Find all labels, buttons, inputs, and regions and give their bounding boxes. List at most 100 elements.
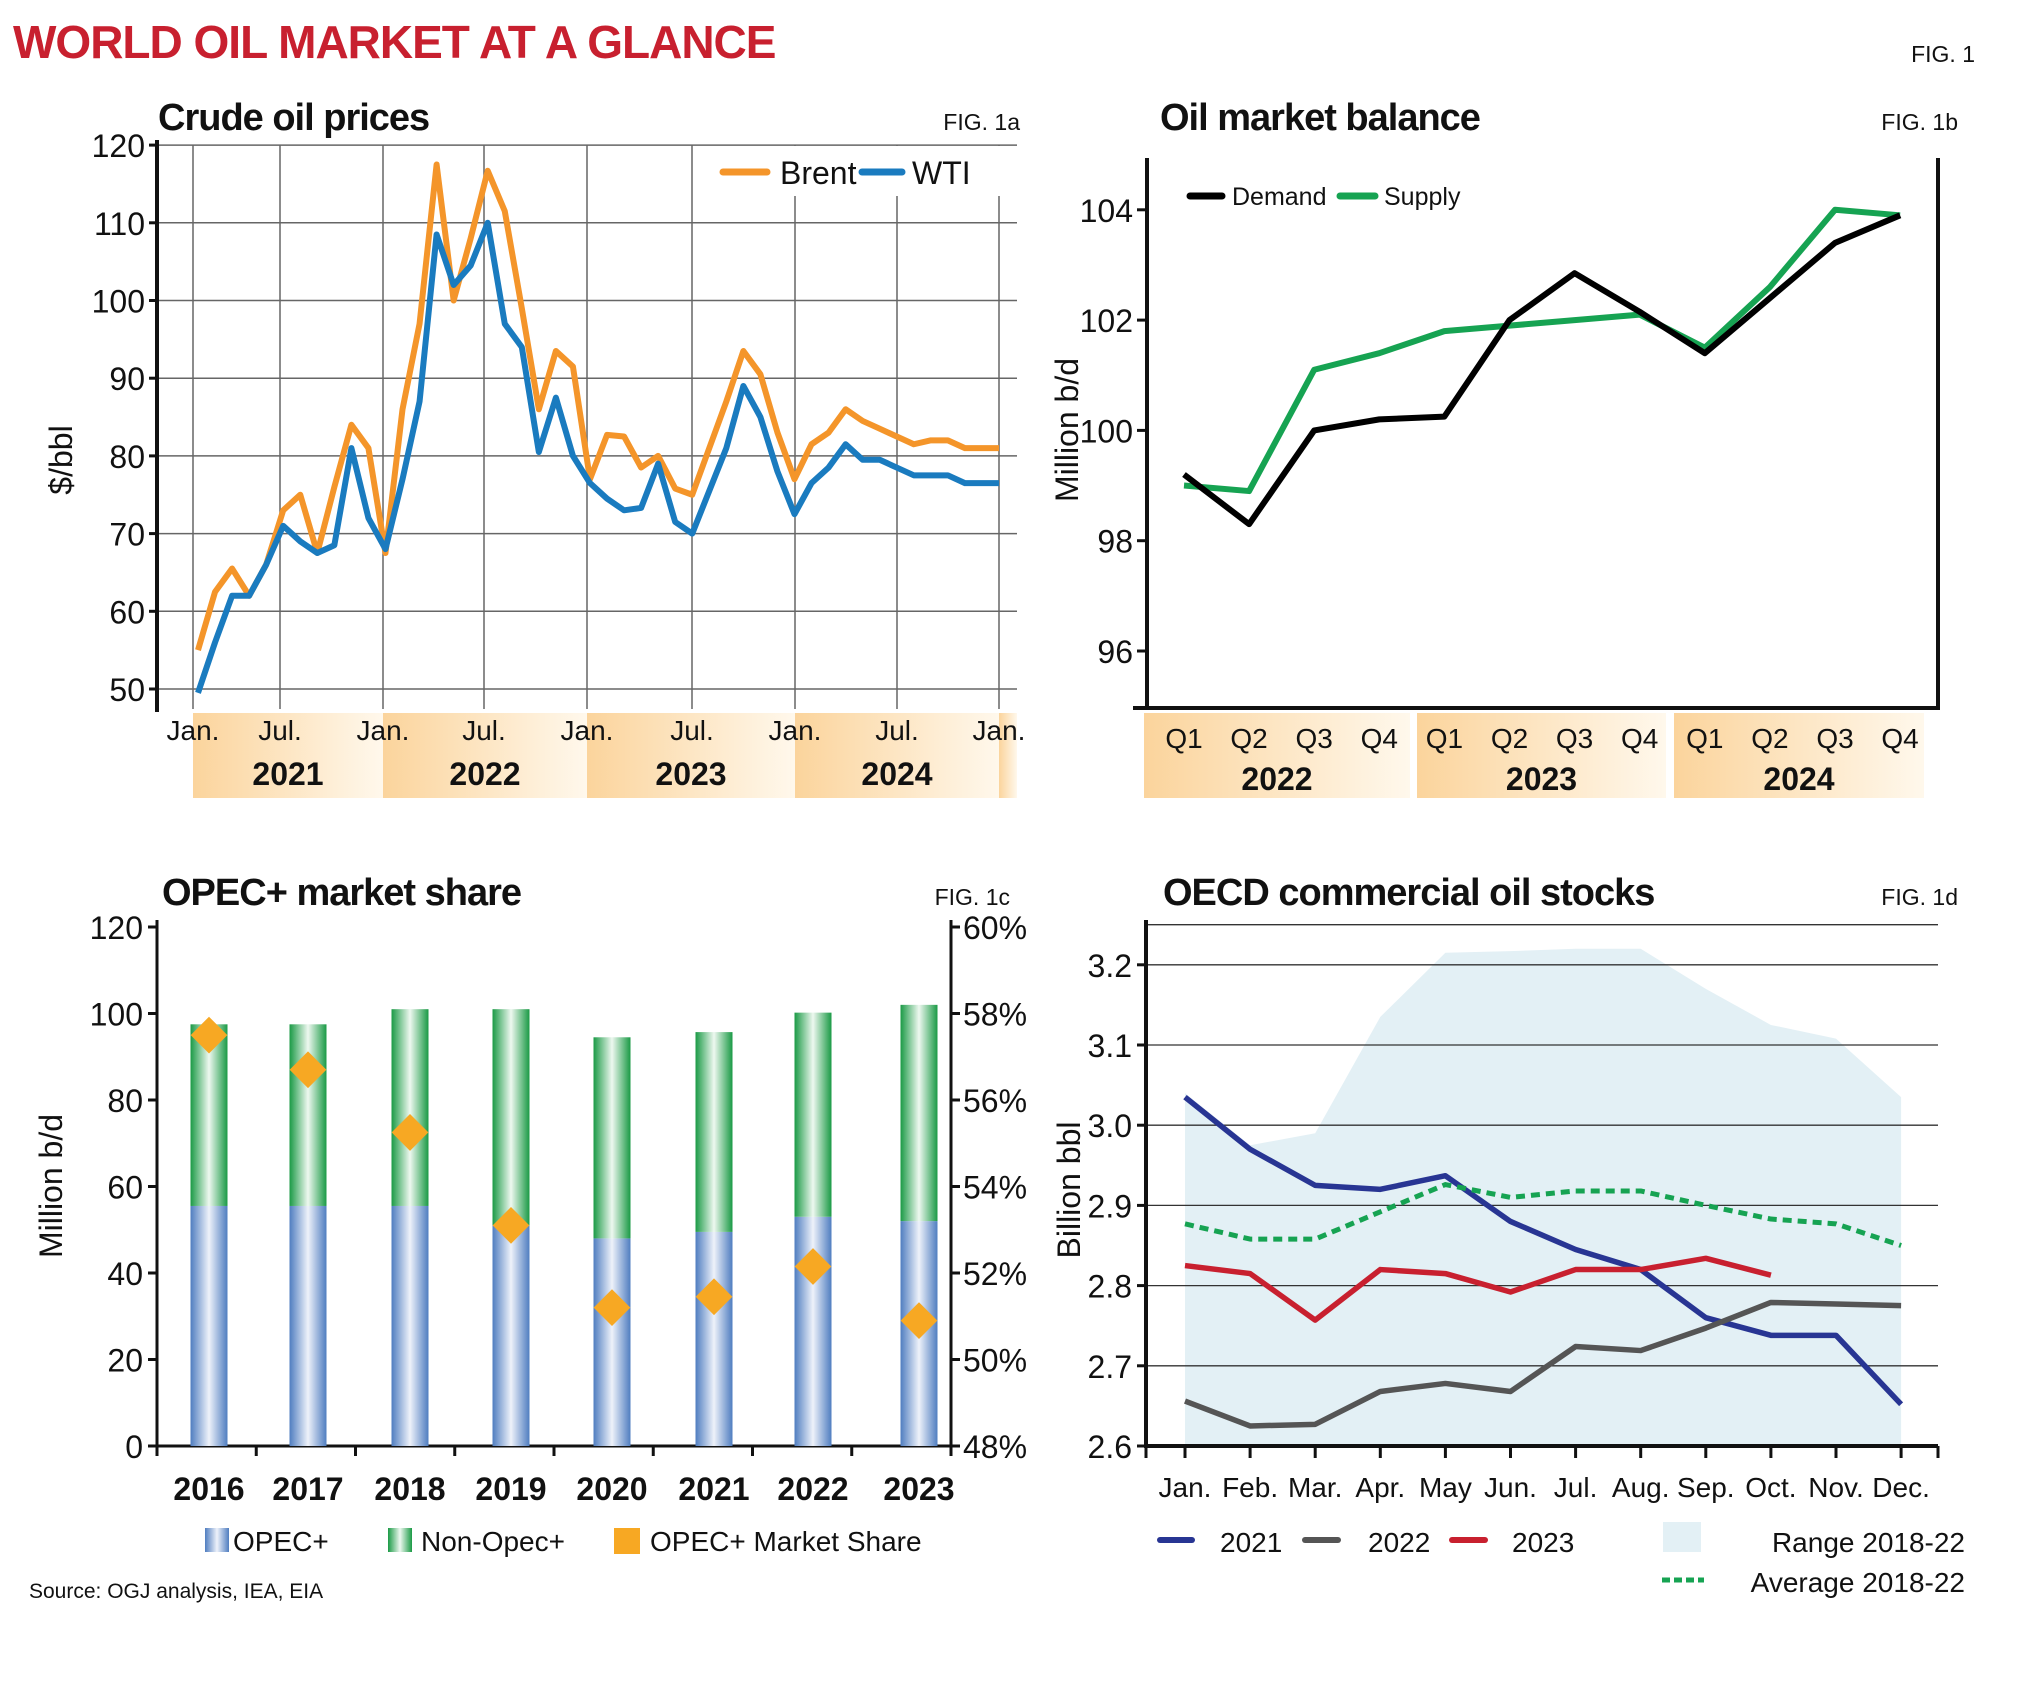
y2-tick-label: 60% [963,910,1027,946]
x-tick-label: Q2 [1230,723,1267,754]
y-tick-label: 60 [107,1170,143,1206]
y-tick-label: 2.8 [1088,1269,1132,1305]
x-tick-label: Jan. [1159,1472,1212,1503]
x-tick-label: Q1 [1426,723,1463,754]
year-band [1417,713,1666,798]
y-tick-label: 100 [90,997,143,1033]
y-tick-label: 2.7 [1088,1349,1132,1385]
x-tick-label: Q2 [1751,723,1788,754]
year-label: 2023 [655,756,726,792]
y-tick-label: 120 [90,910,143,946]
x-tick-label: Q4 [1621,723,1658,754]
year-band [999,713,1017,798]
fig-label: FIG. 1d [1881,884,1958,910]
market-share-marker [900,1302,938,1339]
x-tick-label: Q3 [1296,723,1333,754]
chart-title: OECD commercial oil stocks [1163,872,1654,914]
bar-opec [289,1205,327,1446]
x-tick-label: 2018 [374,1471,445,1507]
fig-label: FIG. 1c [935,884,1010,910]
market-share-marker [190,1016,228,1054]
series-line-brent [195,161,999,651]
y-tick-label: 50 [109,672,145,708]
y-axis-label: Billion bbl [1051,1122,1087,1259]
x-tick-label: Oct. [1745,1472,1796,1503]
x-tick-label: Mar. [1288,1472,1342,1503]
legend-label-2021: 2021 [1220,1527,1282,1558]
legend-label-average: Average 2018-22 [1751,1567,1965,1598]
x-tick-label: Jan. [973,715,1026,746]
series-line-average-2018-22 [1184,1182,1902,1248]
x-tick-label: 2016 [173,1471,244,1507]
legend-swatch-range [1663,1522,1701,1552]
x-tick-label: Q3 [1556,723,1593,754]
fig-label: FIG. 1 [1911,41,1975,67]
x-tick-label: Nov. [1808,1472,1864,1503]
x-tick-label: 2022 [777,1471,848,1507]
y2-tick-label: 50% [963,1343,1027,1379]
chart-title: OPEC+ market share [162,872,521,914]
crude-oil-prices-chart: Crude oil prices FIG. 1a 50 60 70 80 90 100 11… [43,97,1025,798]
bar-non-opec [794,1012,832,1217]
legend-label-supply: Supply [1384,183,1461,211]
market-share-marker [794,1248,832,1285]
legend-label-2022: 2022 [1368,1527,1430,1558]
year-band [587,713,795,798]
x-tick-label: Aug. [1612,1472,1670,1503]
chart-title: Oil market balance [1160,97,1480,139]
y-tick-label: 40 [107,1256,143,1292]
x-tick-label: Dec. [1872,1472,1930,1503]
bar-opec [190,1205,228,1446]
y-tick-label: 120 [92,128,145,164]
bar-non-opec [190,1024,228,1206]
x-tick-label: Q2 [1491,723,1528,754]
y-tick-label: 20 [107,1343,143,1379]
y-tick-label: 0 [125,1429,143,1465]
bar-non-opec [391,1009,429,1206]
series-line-demand [1182,212,1902,528]
market-share-marker [492,1207,530,1244]
legend-label-wti: WTI [912,155,971,191]
y-tick-label: 96 [1097,634,1133,670]
market-share-marker [593,1289,631,1326]
x-tick-label: Feb. [1222,1472,1278,1503]
x-tick-label: Jul. [875,715,919,746]
chart-title: Crude oil prices [158,97,429,139]
y-tick-label: 90 [109,361,145,397]
legend-label-2023: 2023 [1512,1527,1574,1558]
legend-swatch-opec [205,1528,229,1552]
legend-label-opec: OPEC+ [233,1526,329,1557]
bar-non-opec [492,1009,530,1226]
y-tick-label: 2.6 [1088,1429,1132,1465]
y-axis-label: Million b/d [33,1114,69,1258]
bar-non-opec [593,1037,631,1239]
x-tick-label: Jan. [357,715,410,746]
year-label: 2021 [252,756,323,792]
bar-opec [593,1238,631,1446]
y-tick-label: 104 [1080,193,1133,229]
fig-label: FIG. 1a [943,109,1020,135]
x-tick-label: 2017 [272,1471,343,1507]
year-band [1674,713,1924,798]
x-tick-label: May [1419,1472,1472,1503]
y-tick-label: 2.9 [1088,1188,1132,1224]
x-tick-label: Sep. [1677,1472,1735,1503]
legend-label-brent: Brent [780,155,857,191]
year-band [795,713,999,798]
y-tick-label: 100 [1080,413,1133,449]
year-label: 2023 [1506,761,1577,797]
y-tick-label: 3.2 [1088,948,1132,984]
legend-label-non-opec: Non-Opec+ [421,1526,565,1557]
bar-non-opec [695,1032,733,1232]
x-tick-label: Jan. [561,715,614,746]
y2-tick-label: 58% [963,997,1027,1033]
x-tick-label: 2020 [576,1471,647,1507]
x-tick-label: Q1 [1165,723,1202,754]
x-tick-label: Jul. [670,715,714,746]
legend-label-market-share: OPEC+ Market Share [650,1526,922,1557]
oecd-oil-stocks-chart: OECD commercial oil stocks FIG. 1d 2.6 2.… [1051,872,1965,1598]
oil-market-balance-chart: Oil market balance FIG. 1b 96 98 100 102 104… [1049,97,1958,798]
x-tick-label: Q1 [1686,723,1723,754]
y-tick-label: 80 [109,439,145,475]
